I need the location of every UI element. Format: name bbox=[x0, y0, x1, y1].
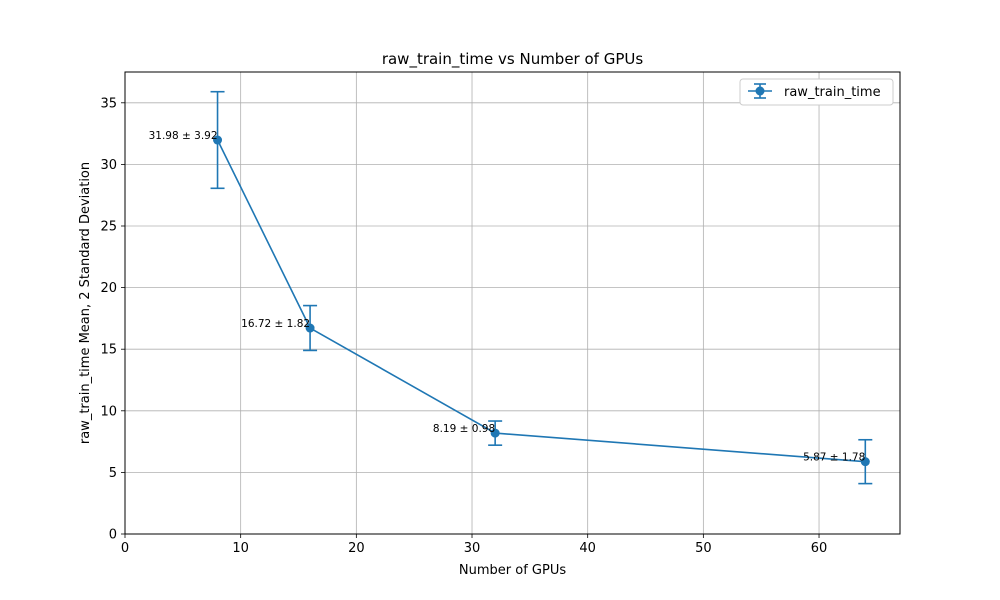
legend-box bbox=[739, 78, 894, 106]
legend-marker-icon bbox=[755, 86, 765, 96]
data-label: 16.72 ± 1.82 bbox=[241, 318, 310, 330]
x-tick-label: 40 bbox=[579, 541, 596, 556]
series-layer bbox=[210, 90, 873, 485]
x-tick-label: 60 bbox=[811, 541, 828, 556]
x-tick-label: 10 bbox=[232, 541, 249, 556]
y-tick-label: 0 bbox=[109, 528, 117, 543]
legend-label: raw_train_time bbox=[784, 85, 881, 100]
data-point bbox=[860, 457, 870, 467]
chart-title: raw_train_time vs Number of GPUs bbox=[382, 50, 644, 69]
x-tick-label: 50 bbox=[695, 541, 712, 556]
legend: raw_train_time bbox=[739, 78, 894, 106]
y-axis-label: raw_train_time Mean, 2 Standard Deviatio… bbox=[78, 162, 93, 444]
x-tick-label: 0 bbox=[121, 541, 129, 556]
x-tick-label: 20 bbox=[348, 541, 365, 556]
data-label: 8.19 ± 0.98 bbox=[433, 423, 495, 435]
data-label: 5.87 ± 1.78 bbox=[803, 452, 865, 464]
y-tick-label: 5 bbox=[109, 466, 117, 481]
x-tick-label: 30 bbox=[464, 541, 481, 556]
axis-ticks: 0 10 20 30 40 50 60 0 5 10 15 20 25 30 35 bbox=[100, 96, 827, 556]
data-point bbox=[305, 323, 315, 333]
y-tick-label: 35 bbox=[100, 96, 117, 111]
y-tick-label: 10 bbox=[100, 404, 117, 419]
data-labels: 31.98 ± 3.92 16.72 ± 1.82 8.19 ± 0.98 5.87 … bbox=[149, 130, 866, 464]
data-point bbox=[490, 428, 500, 438]
y-tick-label: 15 bbox=[100, 343, 117, 358]
plot-frame bbox=[124, 71, 901, 535]
y-tick-label: 20 bbox=[100, 281, 117, 296]
data-point bbox=[213, 135, 223, 145]
x-axis-label: Number of GPUs bbox=[459, 563, 566, 578]
y-tick-label: 25 bbox=[100, 220, 117, 235]
series-line bbox=[216, 139, 866, 463]
y-tick-label: 30 bbox=[100, 158, 117, 173]
data-label: 31.98 ± 3.92 bbox=[149, 130, 218, 142]
